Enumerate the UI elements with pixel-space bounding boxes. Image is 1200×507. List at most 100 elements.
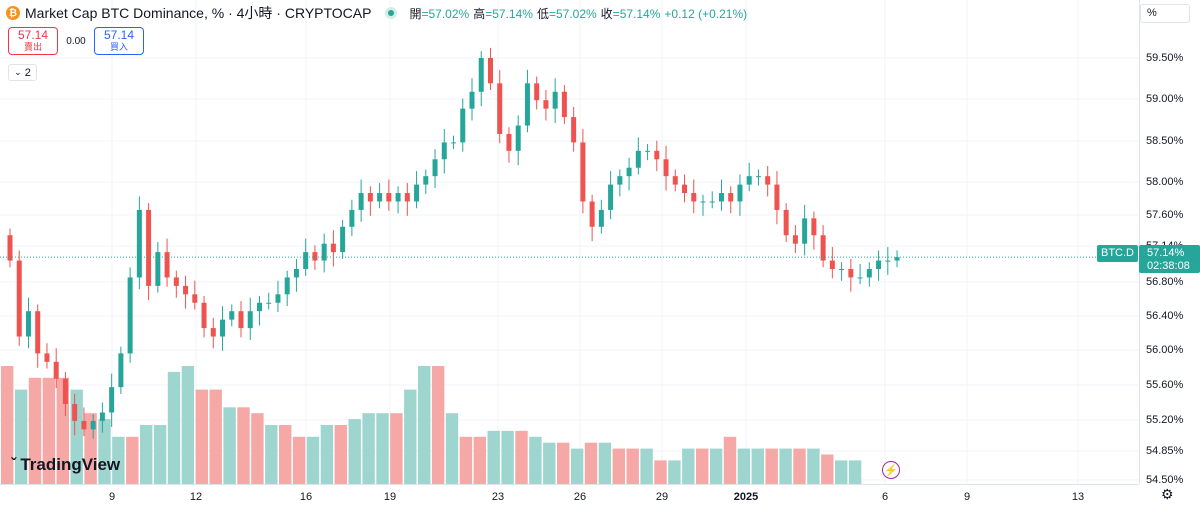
price-scale-label: 56.40% (1146, 310, 1184, 322)
candle-body (127, 277, 133, 354)
candle-body (478, 58, 484, 92)
volume-bar (181, 366, 195, 484)
ohlc-value: =57.14% (485, 6, 533, 21)
candle-body (441, 142, 447, 160)
chevron-down-icon: ⌄ (14, 67, 22, 77)
time-scale-label: 29 (655, 491, 669, 503)
price-scale-label: 57.60% (1146, 209, 1184, 221)
time-scale-label: 26 (573, 491, 587, 503)
lightning-icon[interactable]: ⚡ (882, 461, 900, 479)
candle-body (423, 176, 429, 185)
market-status-icon[interactable] (385, 7, 398, 19)
volume-bar (473, 436, 486, 484)
price-scale[interactable]: 59.50% 59.00% 58.50% 58.00% 57.60% 57.14% 56.8… (1139, 0, 1200, 486)
volume-bar (279, 425, 292, 484)
volume-bar (543, 442, 556, 484)
time-scale-label: 12 (189, 491, 203, 503)
gear-icon[interactable]: ⚙ (1161, 486, 1174, 502)
candle-body (256, 302, 262, 312)
ohlc-item: +0.12 (+0.21%) (664, 7, 747, 21)
ohlc-item: 低=57.02% (537, 7, 597, 21)
candle-body (885, 260, 891, 262)
volume-bar (835, 460, 848, 484)
volume-bar (640, 448, 653, 484)
sell-label: 賣出 (23, 42, 42, 52)
volume-bar (612, 448, 625, 484)
ohlc-value: +0.12 (+0.21%) (664, 6, 748, 21)
ohlc-item: 高=57.14% (473, 7, 533, 21)
candle-body (820, 235, 826, 261)
candle-body (330, 243, 336, 253)
volume-bar (654, 460, 667, 484)
sell-button[interactable]: 57.14 賣出 (8, 27, 58, 55)
buy-button[interactable]: 57.14 買入 (94, 27, 144, 55)
candle-body (432, 159, 438, 177)
candle-body (395, 193, 401, 202)
volume-bar (251, 413, 264, 484)
volume-bar (821, 454, 834, 484)
volume-bar (209, 389, 222, 484)
candle-body (229, 311, 235, 320)
candle-body (645, 150, 651, 152)
volume-bar (348, 419, 361, 484)
spread-value: 0.00 (66, 35, 86, 47)
candle-body (247, 311, 253, 329)
time-axis[interactable]: 9 12 16 19 23 26 29 2025 6 9 13 (0, 484, 1139, 507)
candle-body (293, 269, 299, 278)
chart-pane[interactable] (0, 0, 1139, 484)
candle-body (718, 193, 724, 202)
candle-body (663, 159, 669, 177)
candle-body (857, 277, 863, 279)
volume-bar (28, 377, 42, 484)
candle-body (728, 193, 734, 202)
symbol-legend: ₿ Market Cap BTC Dominance, % · 4小時 · CR… (6, 4, 751, 22)
price-scale-label: 55.20% (1146, 414, 1184, 426)
volume-bar (98, 419, 111, 484)
volume-bar (668, 460, 681, 484)
candle-body (580, 142, 586, 202)
bar-countdown: 02:38:08 (1147, 260, 1190, 272)
price-scale-label: 54.50% (1146, 474, 1184, 486)
indicators-toggle-button[interactable]: ⌄ 2 (8, 64, 37, 81)
ohlc-label: 收 (600, 6, 613, 21)
candle-body (894, 257, 900, 261)
symbol-title[interactable]: Market Cap BTC Dominance, % · 4小時 · CRYP… (25, 5, 372, 21)
candle-body (635, 150, 641, 168)
candlestick-chart[interactable] (0, 0, 1139, 484)
tradingview-logo[interactable]: ˇ TradingView (11, 455, 120, 475)
time-scale-label: 13 (1071, 491, 1085, 503)
last-price: 57.14% (1147, 247, 1185, 259)
candle-body (682, 184, 688, 194)
volume-bar (584, 442, 598, 484)
ohlc-label: 開 (409, 6, 422, 21)
volume-bar (751, 448, 764, 484)
volume-bar (598, 442, 612, 484)
volume-bar (418, 366, 431, 484)
candle-body (543, 100, 549, 109)
candle-body (848, 269, 854, 278)
volume-bar (334, 425, 347, 484)
price-scale-label: 55.60% (1146, 379, 1184, 391)
volume-bar (779, 448, 792, 484)
candle-body (589, 201, 595, 227)
candle-body (377, 193, 383, 202)
candle-body (238, 311, 244, 329)
candle-body (460, 108, 466, 143)
candle-body (62, 378, 68, 405)
candle-body (534, 83, 540, 101)
unit-button[interactable]: % (1140, 4, 1190, 23)
volume-bar (84, 413, 97, 484)
candle-body (358, 193, 364, 210)
candle-body (340, 226, 346, 253)
candle-body (367, 193, 373, 202)
candle-body (90, 420, 96, 430)
candle-body (469, 91, 475, 109)
candle-body (654, 150, 660, 160)
ohlc-label: 高 (473, 6, 486, 21)
candle-body (746, 176, 752, 185)
candle-body (312, 252, 318, 261)
candle-body (136, 209, 142, 278)
symbol-price-tag: BTC.D (1097, 245, 1138, 262)
candle-body (755, 176, 761, 178)
candle-body (321, 243, 327, 261)
